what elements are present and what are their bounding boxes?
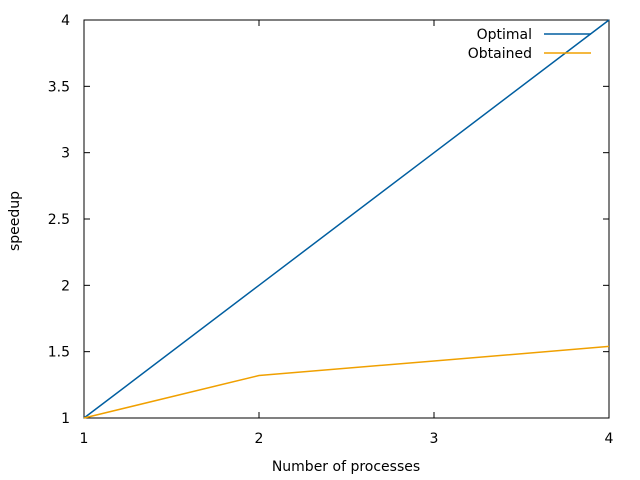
x-tick-label: 1 <box>80 431 89 447</box>
y-tick-label: 1.5 <box>48 345 70 361</box>
x-axis-label: Number of processes <box>272 459 420 475</box>
legend: Optimal Obtained <box>468 27 591 62</box>
series-line-obtained <box>83 345 610 419</box>
x-tick-label: 3 <box>430 431 439 447</box>
y-tick-label: 3.5 <box>48 79 70 95</box>
x-tick-label: 2 <box>255 431 264 447</box>
series-lines <box>83 19 610 419</box>
y-tick-label: 2 <box>61 278 70 294</box>
series-line-optimal <box>83 19 610 419</box>
x-tick-label: 4 <box>605 431 614 447</box>
y-tick-label: 3 <box>61 146 70 162</box>
y-axis-label: speedup <box>7 191 23 251</box>
legend-label-optimal: Optimal <box>477 27 532 43</box>
axis-tick-labels: 1 2 3 4 1 1.5 2 2.5 3 3.5 4 <box>48 13 614 447</box>
legend-label-obtained: Obtained <box>468 46 532 62</box>
y-tick-label: 4 <box>61 13 70 29</box>
y-tick-label: 2.5 <box>48 212 70 228</box>
axis-ticks <box>83 19 610 419</box>
y-tick-label: 1 <box>61 411 70 427</box>
